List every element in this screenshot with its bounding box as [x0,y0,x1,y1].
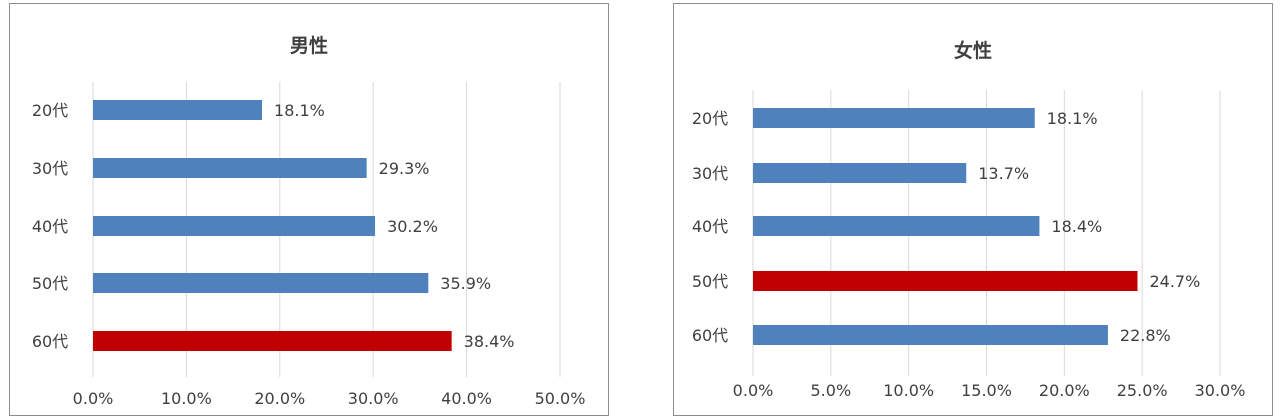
x-tick-label: 15.0% [961,381,1012,400]
bar [753,325,1108,345]
category-label: 50代 [692,272,728,291]
category-label: 40代 [32,217,68,236]
chart-panel-female: 女性 0.0% 5.0% 10.0% 15.0% 20.0% 25.0% 30.0% 20代 1… [673,3,1273,416]
category-label: 20代 [692,109,728,128]
x-tick-label: 10.0% [161,389,212,408]
category-label: 60代 [32,332,68,351]
category-label: 40代 [692,217,728,236]
x-tick-label: 5.0% [811,381,852,400]
x-tick-label: 0.0% [73,389,114,408]
x-tick-label: 0.0% [733,381,774,400]
category-label: 30代 [692,164,728,183]
data-label: 18.4% [1051,217,1102,236]
x-tick-label: 30.0% [348,389,399,408]
bar [93,100,263,120]
x-tick-label: 30.0% [1195,381,1246,400]
data-label: 18.1% [274,101,325,120]
data-label: 35.9% [440,274,491,293]
x-tick-label: 50.0% [535,389,586,408]
x-tick-label: 20.0% [1039,381,1090,400]
data-label: 30.2% [387,217,438,236]
chart-title: 男性 [289,35,328,57]
bar [753,216,1040,236]
bar [93,273,429,293]
data-label: 22.8% [1120,326,1171,345]
bar-chart-female: 0.0% 5.0% 10.0% 15.0% 20.0% 25.0% 30.0% 20代 18.1… [692,90,1246,400]
bar [753,163,967,183]
x-tick-label: 10.0% [883,381,934,400]
chart-title: 女性 [953,40,992,62]
bar [753,271,1138,291]
category-label: 30代 [32,159,68,178]
bar [753,108,1035,128]
x-tick-label: 25.0% [1117,381,1168,400]
chart-panel-male: 男性 0.0% 10.0% 20.0% 30.0% 40.0% 50.0% 20代 18.1%… [9,3,609,416]
category-label: 60代 [692,326,728,345]
data-label: 13.7% [978,164,1029,183]
category-label: 50代 [32,274,68,293]
bar [93,158,367,178]
x-tick-label: 40.0% [441,389,492,408]
category-label: 20代 [32,101,68,120]
bar [93,216,376,236]
bar-chart-male: 0.0% 10.0% 20.0% 30.0% 40.0% 50.0% 20代 18.1% 30代… [32,82,586,408]
bar [93,331,452,351]
data-label: 38.4% [464,332,515,351]
x-tick-label: 20.0% [254,389,305,408]
data-label: 18.1% [1047,109,1098,128]
data-label: 24.7% [1149,272,1200,291]
data-label: 29.3% [379,159,430,178]
